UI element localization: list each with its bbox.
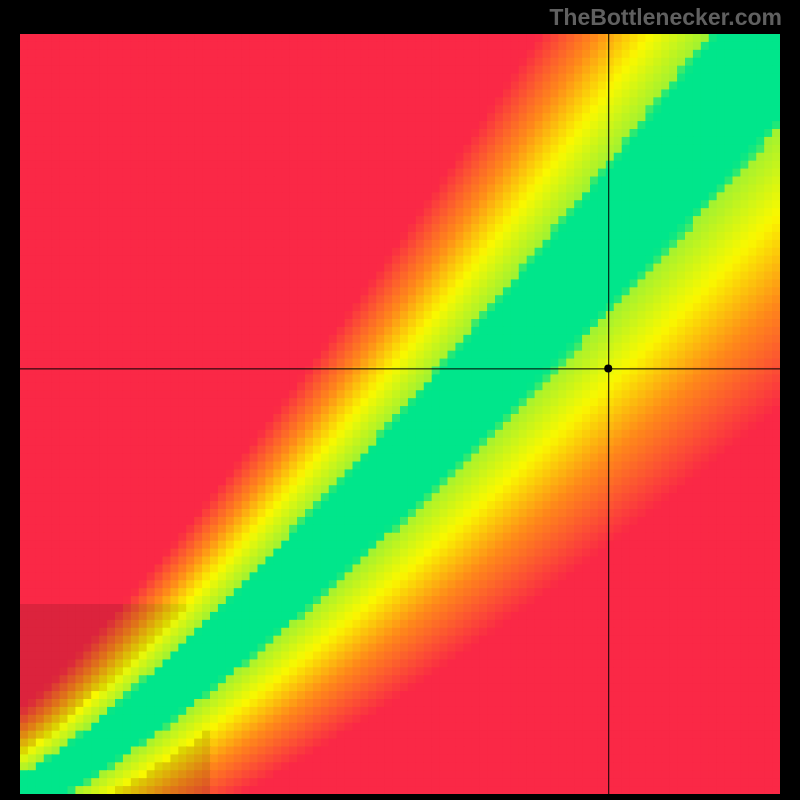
heatmap-canvas [20,34,780,794]
watermark-text: TheBottlenecker.com [549,4,782,31]
chart-container: TheBottlenecker.com [0,0,800,800]
